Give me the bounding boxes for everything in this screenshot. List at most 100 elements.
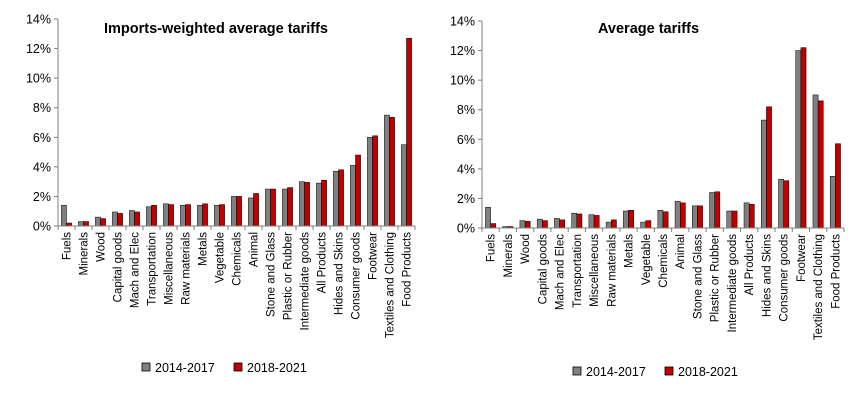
bar-2018-2021 (645, 220, 652, 229)
x-tick-label: Capital goods (113, 232, 125, 303)
x-tick-label: Intermediate goods (727, 234, 739, 333)
y-tick-label: 6% (457, 133, 475, 147)
bar-2018-2021 (611, 219, 617, 229)
y-tick-label: 4% (457, 162, 475, 176)
bar-2018-2021 (406, 37, 412, 227)
x-tick-label: Capital goods (537, 234, 549, 305)
average-tariffs-chart: Average tariffs 0% 2% 4% 6% 8% 10% 12% 14% Fuels… (450, 15, 845, 340)
y-tick-label: 10% (450, 74, 475, 88)
x-tick-label: Metals (198, 232, 210, 266)
bar-2014-2017 (265, 188, 271, 227)
x-tick-label: Plastic or Rubber (283, 232, 295, 320)
bar-2014-2017 (61, 205, 67, 227)
bar-2018-2021 (542, 220, 548, 229)
bar-2014-2017 (146, 206, 152, 227)
y-tick-label: 14% (450, 15, 475, 29)
bar-2018-2021 (151, 205, 157, 227)
bar-2018-2021 (304, 182, 310, 227)
bar-2018-2021 (576, 213, 583, 229)
bar-2018-2021 (270, 188, 276, 227)
bar-2014-2017 (829, 176, 836, 229)
bar-2018-2021 (253, 193, 259, 227)
bar-2014-2017 (778, 178, 784, 229)
x-tick-label: Stone and Glass (692, 234, 704, 319)
bar-2018-2021 (321, 179, 327, 227)
legend-label-2014-2017: 2014-2017 (586, 365, 646, 379)
legend-label-2018-2021: 2018-2021 (678, 365, 738, 379)
bar-2014-2017 (367, 137, 373, 227)
x-tick-label: All Products (317, 232, 329, 294)
bar-2018-2021 (817, 100, 824, 229)
bar-2014-2017 (333, 171, 339, 227)
bar-2018-2021 (628, 210, 634, 229)
legend-swatch-2018-2021 (233, 362, 243, 372)
bar-2014-2017 (623, 210, 629, 229)
x-tick-label: Plastic or Rubber (710, 234, 722, 322)
x-tick-label: Metals (624, 234, 636, 268)
y-tick-label: 2% (457, 192, 475, 206)
bar-2014-2017 (248, 197, 254, 227)
x-tick-label: Hides and Skins (761, 234, 773, 317)
bar-2018-2021 (714, 191, 721, 229)
y-tick-label: 12% (26, 42, 51, 56)
x-tick-label: Raw materials (606, 234, 618, 307)
x-tick-label: Fuels (62, 232, 74, 260)
bar-2014-2017 (78, 221, 84, 227)
x-tick-label: Intermediate goods (300, 232, 312, 331)
bar-2018-2021 (185, 204, 191, 227)
bar-2014-2017 (95, 216, 101, 227)
x-tick-label: Wood (96, 232, 108, 262)
bar-2014-2017 (554, 218, 560, 229)
y-tick-label: 10% (26, 72, 51, 86)
bar-2014-2017 (795, 50, 802, 229)
bar-2014-2017 (401, 144, 407, 227)
x-tick-label: Animal (675, 234, 687, 269)
chart-title: Imports-weighted average tariffs (104, 21, 328, 37)
bar-2014-2017 (726, 210, 733, 229)
x-tick-label: Textiles and Clothing (813, 234, 825, 340)
bar-2018-2021 (559, 219, 565, 229)
bar-2014-2017 (674, 201, 681, 229)
x-tick-label: Mach and Elec (130, 232, 142, 308)
x-tick-label: Transportation (147, 232, 159, 306)
imports-weighted-tariffs-chart: Imports-weighted average tariffs 0% 2% 4% 6… (26, 13, 416, 338)
bar-2018-2021 (219, 204, 225, 227)
x-tick-label: Chemicals (232, 232, 244, 286)
legend-label-2014-2017: 2014-2017 (155, 361, 215, 375)
x-tick-label: Consumer goods (779, 234, 791, 322)
bar-2018-2021 (800, 47, 807, 229)
bar-2018-2021 (748, 204, 755, 229)
bar-2018-2021 (662, 211, 669, 229)
bar-2014-2017 (692, 205, 698, 229)
bar-2014-2017 (231, 196, 237, 227)
bar-2018-2021 (100, 218, 106, 227)
bar-2014-2017 (519, 220, 526, 229)
bar-2018-2021 (355, 154, 361, 227)
x-tick-label: Vegetable (215, 232, 227, 283)
bar-2018-2021 (372, 135, 378, 227)
x-tick-label: Stone and Glass (266, 232, 278, 317)
bar-2018-2021 (524, 221, 531, 229)
bar-2014-2017 (640, 221, 647, 229)
bar-2014-2017 (709, 192, 715, 229)
bar-2018-2021 (236, 196, 242, 227)
x-tick-label: Transportation (572, 234, 584, 308)
y-tick-label: 14% (26, 13, 51, 27)
bar-2014-2017 (112, 211, 118, 227)
x-tick-label: Raw materials (181, 232, 193, 305)
x-tick-label: Footwear (368, 232, 380, 280)
y-tick-label: 12% (450, 44, 475, 58)
bar-2014-2017 (384, 114, 390, 227)
bar-2014-2017 (743, 202, 750, 229)
y-tick-label: 8% (33, 101, 51, 115)
x-tick-label: Textiles and Clothing (385, 232, 397, 338)
bar-2018-2021 (697, 205, 703, 229)
x-tick-label: Minerals (503, 234, 515, 278)
legend-label-2018-2021: 2018-2021 (247, 361, 307, 375)
bar-2014-2017 (605, 221, 612, 229)
y-tick-label: 6% (33, 131, 51, 145)
x-tick-label: Fuels (486, 234, 498, 262)
y-tick-label: 4% (33, 160, 51, 174)
bar-2018-2021 (202, 203, 208, 227)
y-tick-label: 0% (457, 222, 475, 236)
